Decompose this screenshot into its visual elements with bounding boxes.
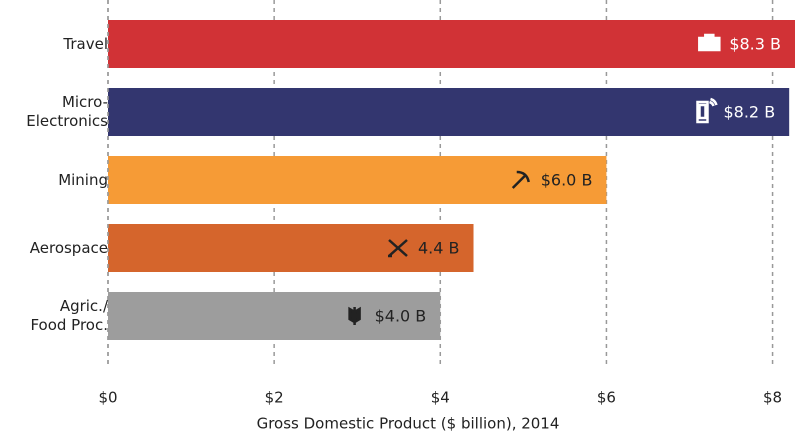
y-tick-label: Agric./ Food Proc.	[30, 297, 108, 334]
bar	[108, 88, 790, 136]
icon	[698, 33, 721, 52]
icon	[511, 170, 530, 189]
bar	[108, 20, 795, 68]
bar	[108, 156, 607, 204]
bars	[108, 20, 795, 340]
x-tick-label: $2	[265, 389, 284, 407]
y-tick-label: Travel	[63, 34, 108, 53]
y-tick-label: Aerospace	[29, 238, 108, 257]
icon	[387, 239, 408, 258]
icon	[348, 306, 361, 325]
value-label: 4.4 B	[418, 239, 460, 258]
value-label: $8.2 B	[723, 103, 775, 122]
x-axis-title: Gross Domestic Product ($ billion), 2014	[257, 415, 560, 433]
value-label: $6.0 B	[541, 171, 593, 190]
icon	[696, 97, 718, 124]
value-label: $4.0 B	[375, 307, 427, 326]
value-label: $8.3 B	[729, 35, 781, 54]
x-tick-label: $4	[431, 389, 450, 407]
bar	[108, 224, 474, 272]
x-tick-label: $6	[597, 389, 616, 407]
x-tick-label: $0	[98, 389, 117, 407]
y-tick-label: Mining	[58, 170, 108, 189]
bar	[108, 292, 441, 340]
y-tick-label: Micro- Electronics	[26, 93, 108, 130]
x-tick-label: $8	[763, 389, 782, 407]
